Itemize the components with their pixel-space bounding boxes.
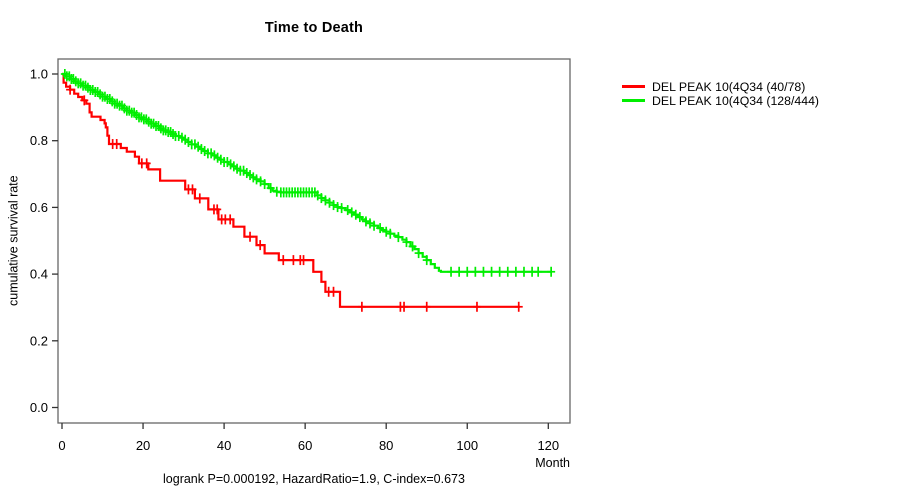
y-tick-label: 0.6: [30, 200, 48, 215]
legend-label-green: DEL PEAK 10(4Q34 (128/444): [652, 93, 820, 108]
legend-label-red: DEL PEAK 10(4Q34 (40/78): [652, 79, 806, 94]
legend-line-swatch-red: [622, 85, 645, 88]
y-tick-label: 0.4: [30, 267, 48, 282]
legend-line-swatch-green: [622, 99, 645, 102]
x-tick-label: 80: [379, 438, 393, 453]
x-axis-label: Month: [535, 456, 570, 470]
y-tick-label: 0.0: [30, 400, 48, 415]
legend-item-red: DEL PEAK 10(4Q34 (40/78): [622, 79, 819, 94]
y-tick-label: 0.2: [30, 333, 48, 348]
x-tick-label: 120: [537, 438, 559, 453]
survival-curve-red-group: [62, 72, 520, 308]
plot-box: [57, 58, 571, 424]
stats-annotation: logrank P=0.000192, HazardRatio=1.9, C-i…: [163, 472, 465, 486]
x-tick-label: 40: [217, 438, 231, 453]
y-tick-label: 0.8: [30, 133, 48, 148]
x-tick-label: 60: [298, 438, 312, 453]
x-tick-label: 100: [456, 438, 478, 453]
chart-title: Time to Death: [264, 20, 364, 36]
survival-curve-green-group: [62, 72, 552, 273]
x-tick-label: 20: [136, 438, 150, 453]
legend-item-green: DEL PEAK 10(4Q34 (128/444): [622, 93, 820, 108]
y-tick-label: 1.0: [30, 67, 48, 82]
x-tick-label: 0: [58, 438, 65, 453]
legend: DEL PEAK 10(4Q34 (40/78) DEL PEAK 10(4Q3…: [622, 79, 820, 108]
